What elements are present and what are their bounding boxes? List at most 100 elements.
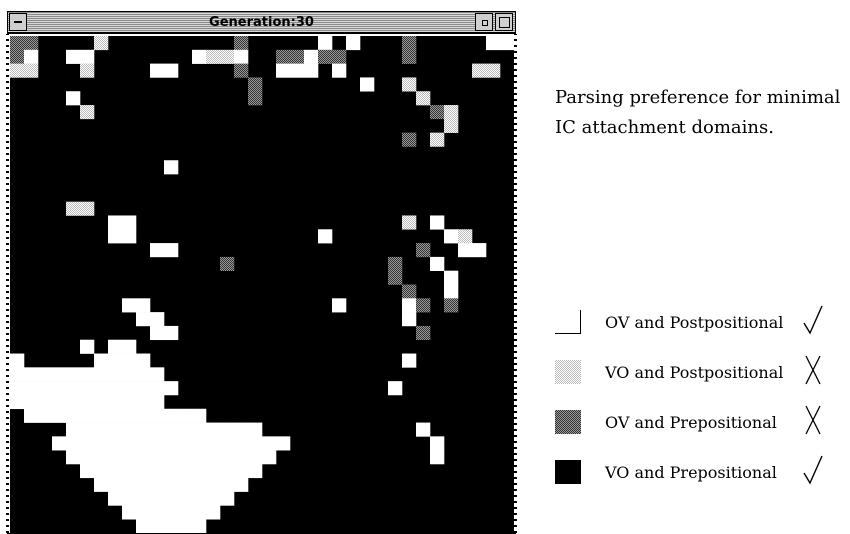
legend-item-vo-postpositional: VO and Postpositional: [555, 353, 847, 387]
cell-ov-postpositional: [136, 519, 151, 533]
caption-text: Parsing preference for minimal IC attach…: [555, 87, 841, 138]
cell-ov-postpositional: [80, 463, 95, 479]
cell-ov-postpositional: [38, 381, 53, 396]
cell-ov-postpositional: [430, 450, 445, 465]
cell-ov-prepositional: [220, 256, 235, 271]
cell-ov-postpositional: [192, 422, 207, 437]
cell-ov-postpositional: [108, 215, 123, 230]
cell-ov-postpositional: [94, 436, 109, 451]
cell-ov-postpositional: [122, 339, 137, 354]
cell-ov-postpositional: [94, 463, 109, 479]
cell-ov-prepositional: [402, 36, 417, 51]
cell-ov-postpositional: [164, 436, 179, 451]
cell-ov-postpositional: [66, 450, 81, 465]
cell-ov-postpositional: [136, 505, 151, 520]
cell-ov-postpositional: [66, 436, 81, 451]
cell-ov-postpositional: [318, 36, 333, 51]
cell-ov-prepositional: [276, 49, 291, 64]
cell-ov-postpositional: [178, 477, 193, 492]
window-titlebar[interactable]: Generation:30: [8, 12, 515, 34]
cell-ov-postpositional: [52, 394, 67, 410]
minimize-button[interactable]: [475, 13, 493, 31]
cross-mark-icon: [805, 355, 821, 385]
cell-ov-postpositional: [192, 450, 207, 465]
cell-ov-postpositional: [234, 477, 249, 492]
cell-ov-postpositional: [248, 450, 263, 465]
cell-ov-prepositional: [248, 91, 263, 106]
cell-ov-postpositional: [136, 394, 151, 410]
cell-ov-postpositional: [402, 298, 417, 313]
cell-ov-postpositional: [136, 491, 151, 506]
cell-ov-prepositional: [416, 325, 431, 341]
cell-vo-postpositional: [444, 105, 459, 120]
light-pattern-swatch: [555, 360, 581, 384]
cell-ov-postpositional: [136, 450, 151, 465]
cell-ov-postpositional: [136, 436, 151, 451]
cell-ov-postpositional: [108, 477, 123, 492]
check-mark-icon: [803, 305, 823, 335]
maximize-button[interactable]: [495, 13, 513, 31]
cell-ov-postpositional: [248, 436, 263, 451]
cell-ov-postpositional: [402, 353, 417, 368]
cell-ov-postpositional: [248, 422, 263, 437]
cell-ov-postpositional: [458, 243, 473, 258]
cell-ov-postpositional: [192, 408, 207, 423]
cell-vo-postpositional: [402, 77, 417, 92]
cell-ov-postpositional: [206, 477, 221, 492]
cell-ov-postpositional: [66, 381, 81, 396]
cell-ov-postpositional: [108, 491, 123, 506]
cell-ov-postpositional: [80, 422, 95, 437]
legend-item-vo-prepositional: VO and Prepositional: [555, 453, 847, 487]
cell-ov-postpositional: [150, 63, 165, 78]
window-left-border: [6, 34, 9, 533]
generation-window[interactable]: Generation:30: [6, 11, 517, 534]
cell-ov-prepositional: [234, 36, 249, 51]
cross-mark-icon: [805, 405, 821, 435]
cell-vo-postpositional: [458, 229, 473, 244]
cell-ov-postpositional: [38, 408, 53, 423]
cell-ov-postpositional: [346, 36, 361, 51]
cell-ov-postpositional: [66, 408, 81, 423]
cell-ov-postpositional: [290, 63, 305, 78]
cell-ov-postpositional: [304, 63, 319, 78]
cell-ov-postpositional: [206, 450, 221, 465]
cell-ov-postpositional: [136, 463, 151, 479]
cell-ov-prepositional: [24, 36, 39, 51]
cell-ov-postpositional: [178, 408, 193, 423]
cell-ov-postpositional: [234, 450, 249, 465]
cell-ov-prepositional: [388, 270, 403, 285]
cell-ov-postpositional: [38, 394, 53, 410]
cell-ov-postpositional: [164, 408, 179, 423]
cell-ov-postpositional: [94, 394, 109, 410]
cell-ov-postpositional: [108, 229, 123, 244]
dark-pattern-swatch: [555, 410, 581, 434]
cell-ov-postpositional: [122, 381, 137, 396]
cell-ov-postpositional: [10, 381, 25, 396]
black-swatch: [555, 460, 581, 484]
cell-ov-postpositional: [164, 63, 179, 78]
cell-ov-postpositional: [80, 408, 95, 423]
cell-ov-postpositional: [430, 436, 445, 451]
cell-ov-postpositional: [122, 463, 137, 479]
window-menu-button[interactable]: [9, 13, 27, 31]
legend-label: VO and Postpositional: [605, 363, 784, 382]
cell-ov-postpositional: [80, 450, 95, 465]
cell-ov-postpositional: [150, 436, 165, 451]
cell-ov-postpositional: [66, 91, 81, 106]
cell-ov-postpositional: [80, 381, 95, 396]
cell-ov-postpositional: [178, 463, 193, 479]
cell-ov-postpositional: [52, 436, 67, 451]
cell-ov-postpositional: [444, 270, 459, 285]
cell-ov-postpositional: [276, 436, 291, 451]
cell-vo-postpositional: [80, 63, 95, 78]
cell-ov-postpositional: [122, 215, 137, 230]
cell-ov-postpositional: [108, 367, 123, 382]
cell-vo-postpositional: [416, 91, 431, 106]
cell-ov-postpositional: [150, 477, 165, 492]
cell-ov-postpositional: [80, 367, 95, 382]
check-mark-icon: [803, 455, 823, 485]
cell-ov-postpositional: [150, 519, 165, 533]
cell-ov-postpositional: [192, 463, 207, 479]
cell-ov-postpositional: [66, 422, 81, 437]
cell-ov-postpositional: [94, 450, 109, 465]
